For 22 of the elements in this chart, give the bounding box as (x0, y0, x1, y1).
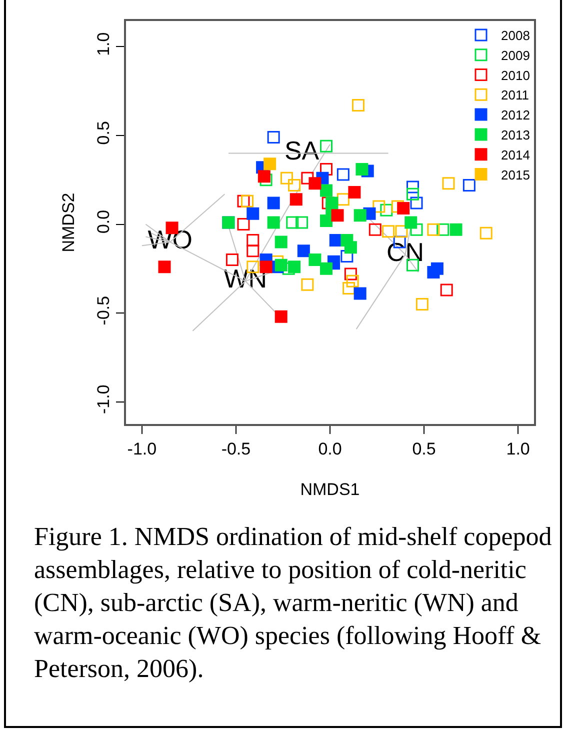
legend-label: 2015 (501, 167, 530, 182)
y-tick-label: -0.5 (94, 296, 114, 326)
caption: Figure 1. NMDS ordination of mid-shelf copepod assemblages, relative to position of cold-neritic (CN), sub-arctic (SA), warm-neritic (WN) and warm-oceanic (WO) species (following Hooff & Peterson, 2006). (34, 521, 553, 685)
legend-label: 2008 (501, 28, 530, 44)
legend-label: 2014 (501, 147, 530, 162)
legend-label: 2010 (501, 68, 530, 83)
x-tick-label: -0.5 (221, 439, 251, 458)
annotation: SA (284, 136, 320, 166)
y-tick-label: 0.5 (94, 121, 114, 145)
x-axis-title: NMDS1 (300, 480, 360, 499)
y-tick-label: 0.0 (94, 210, 114, 234)
x-tick-label: -1.0 (127, 439, 157, 458)
y-tick-label: 1.0 (94, 32, 114, 56)
y-axis-title: NMDS2 (58, 192, 78, 252)
x-tick-label: 1.0 (506, 439, 530, 458)
legend-label: 2011 (501, 88, 529, 103)
legend-label: 2013 (501, 128, 530, 143)
legend-label: 2012 (501, 108, 530, 123)
legend-label: 2009 (501, 48, 530, 63)
y-tick-label: -1.0 (94, 384, 114, 414)
x-tick-label: 0.0 (318, 439, 342, 458)
x-tick-label: 0.5 (412, 439, 436, 458)
